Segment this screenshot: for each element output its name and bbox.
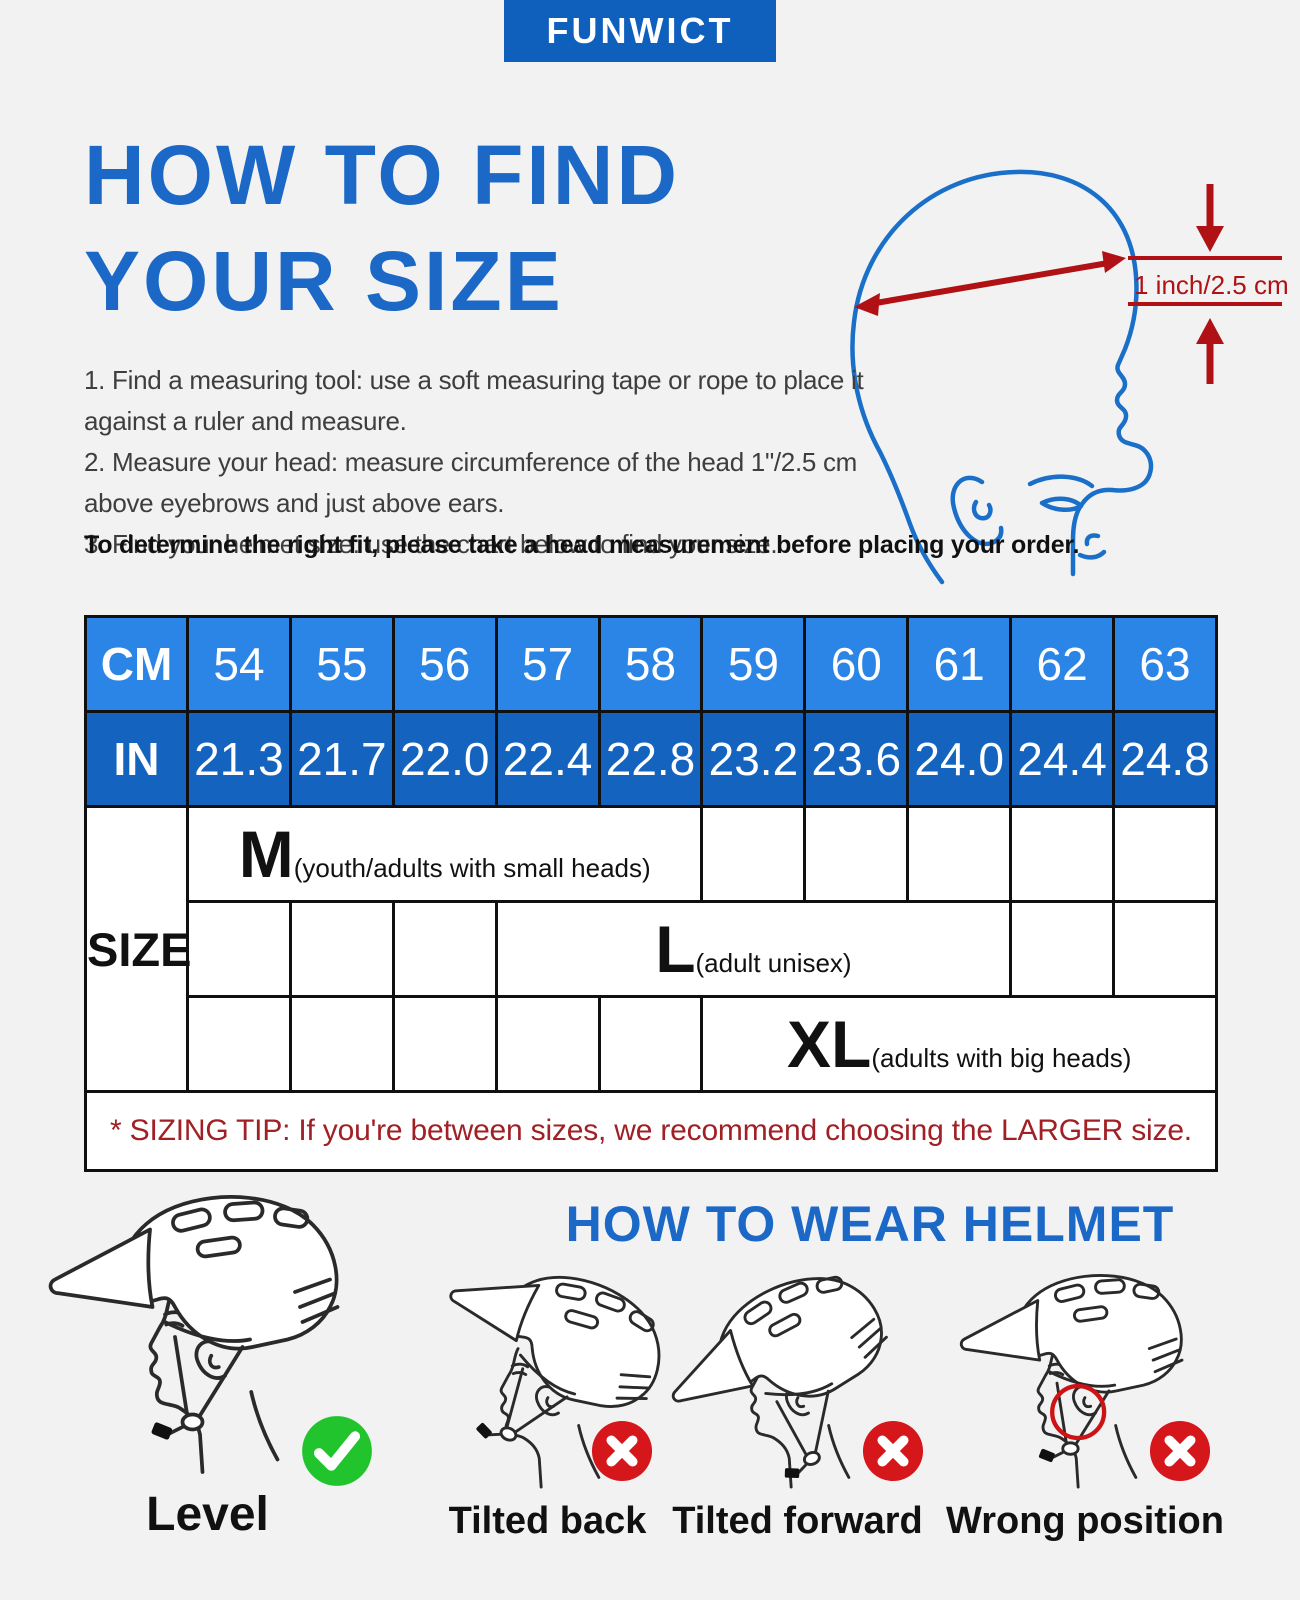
empty-cell	[1112, 900, 1218, 998]
measure-arrow: 1 inch/2.5 cm	[854, 184, 1289, 384]
measurement-note: To determine the right fit, please take …	[84, 531, 1080, 559]
empty-cell	[391, 900, 498, 998]
size-m-name: M	[238, 817, 294, 891]
size-band-m: M (youth/adults with small heads)	[185, 805, 704, 903]
cm-row: CM 54 55 56 57 58 59 60 61 62 63	[84, 615, 1218, 713]
size-chart-table: CM 54 55 56 57 58 59 60 61 62 63 IN 21.3…	[84, 615, 1218, 1172]
in-cell: 22.8	[597, 710, 704, 808]
empty-cell	[1009, 805, 1116, 903]
helmet-figure-level: Level	[45, 1177, 372, 1541]
cm-cell: 58	[597, 615, 704, 713]
cm-cell: 63	[1112, 615, 1218, 713]
in-cell: 21.7	[288, 710, 395, 808]
helmet-wrong-position-illustration	[959, 1274, 1184, 1489]
size-l-name: L	[655, 912, 696, 986]
cm-cell: 60	[803, 615, 910, 713]
size-header: SIZE	[84, 805, 191, 1093]
helmet-figure-wrong-position: Wrong position	[945, 1260, 1225, 1542]
cm-cell: 55	[288, 615, 395, 713]
size-band-l: L (adult unisex)	[494, 900, 1013, 998]
empty-cell	[288, 995, 395, 1093]
head-outline	[850, 169, 1154, 585]
figure-label: Tilted forward	[672, 1500, 923, 1542]
x-icon	[591, 1420, 653, 1482]
empty-cell	[803, 805, 910, 903]
figure-label: Tilted back	[448, 1500, 647, 1542]
check-icon	[302, 1416, 372, 1486]
measure-label: 1 inch/2.5 cm	[1134, 270, 1289, 300]
in-cell: 21.3	[186, 710, 292, 808]
page-title: HOW TO FIND YOUR SIZE	[84, 122, 680, 334]
cm-cell: 62	[1009, 615, 1116, 713]
sizing-tip: * SIZING TIP: If you're between sizes, w…	[84, 1090, 1218, 1172]
size-m-desc: (youth/adults with small heads)	[293, 853, 651, 883]
helmet-figure-tilted-back: Tilted back	[420, 1260, 675, 1542]
in-cell: 24.4	[1009, 710, 1116, 808]
size-l-desc: (adult unisex)	[695, 948, 852, 978]
x-icon	[1149, 1420, 1211, 1482]
cm-cell: 57	[494, 615, 601, 713]
figure-label: Level	[146, 1488, 269, 1541]
cm-cell: 61	[906, 615, 1013, 713]
wrong-position-highlight-circle	[1050, 1383, 1107, 1441]
in-cell: 23.6	[803, 710, 910, 808]
page-title-line1: HOW TO FIND	[84, 128, 681, 222]
instruction-step: 1. Find a measuring tool: use a soft mea…	[84, 365, 864, 436]
page-title-line2: YOUR SIZE	[84, 234, 564, 328]
instruction-step: 2. Measure your head: measure circumfere…	[84, 447, 858, 518]
size-row-m: SIZE M (youth/adults with small heads)	[84, 805, 1218, 1093]
empty-cell	[597, 995, 704, 1093]
in-cell: 22.4	[494, 710, 601, 808]
cm-cell: 54	[186, 615, 292, 713]
helmet-figure-tilted-forward: Tilted forward	[670, 1260, 925, 1542]
empty-cell	[186, 995, 292, 1093]
empty-cell	[700, 805, 807, 903]
wear-section-title: HOW TO WEAR HELMET	[565, 1196, 1175, 1252]
empty-cell	[186, 900, 292, 998]
empty-cell	[288, 900, 395, 998]
head-measurement-diagram: 1 inch/2.5 cm	[850, 169, 1289, 585]
size-xl-name: XL	[786, 1007, 872, 1081]
cm-cell: 59	[700, 615, 807, 713]
x-icon	[862, 1420, 924, 1482]
in-cell: 23.2	[700, 710, 807, 808]
empty-cell	[1009, 900, 1116, 998]
in-cell: 22.0	[391, 710, 498, 808]
size-row-l: L (adult unisex)	[86, 900, 1218, 998]
cm-cell: 56	[391, 615, 498, 713]
in-header: IN	[84, 710, 189, 808]
brand-logo: FUNWICT	[504, 0, 776, 62]
empty-cell	[494, 995, 601, 1093]
instruction-step: 3. Find your helmet size: use the chart …	[84, 529, 778, 559]
empty-cell	[391, 995, 498, 1093]
size-band-xl: XL (adults with big heads)	[700, 995, 1218, 1093]
size-row-xl: XL (adults with big heads)	[86, 995, 1218, 1093]
cm-header: CM	[84, 615, 189, 713]
figure-label: Wrong position	[946, 1500, 1224, 1542]
size-xl-desc: (adults with big heads)	[871, 1043, 1132, 1073]
in-row: IN 21.3 21.7 22.0 22.4 22.8 23.2 23.6 24…	[84, 710, 1218, 808]
empty-cell	[1112, 805, 1218, 903]
how-to-wear-section: HOW TO WEAR HELMET	[0, 1165, 1300, 1600]
tip-row: * SIZING TIP: If you're between sizes, w…	[84, 1090, 1218, 1172]
in-cell: 24.8	[1112, 710, 1218, 808]
empty-cell	[906, 805, 1013, 903]
in-cell: 24.0	[906, 710, 1013, 808]
sizing-instructions: 1. Find a measuring tool: use a soft mea…	[84, 360, 884, 565]
